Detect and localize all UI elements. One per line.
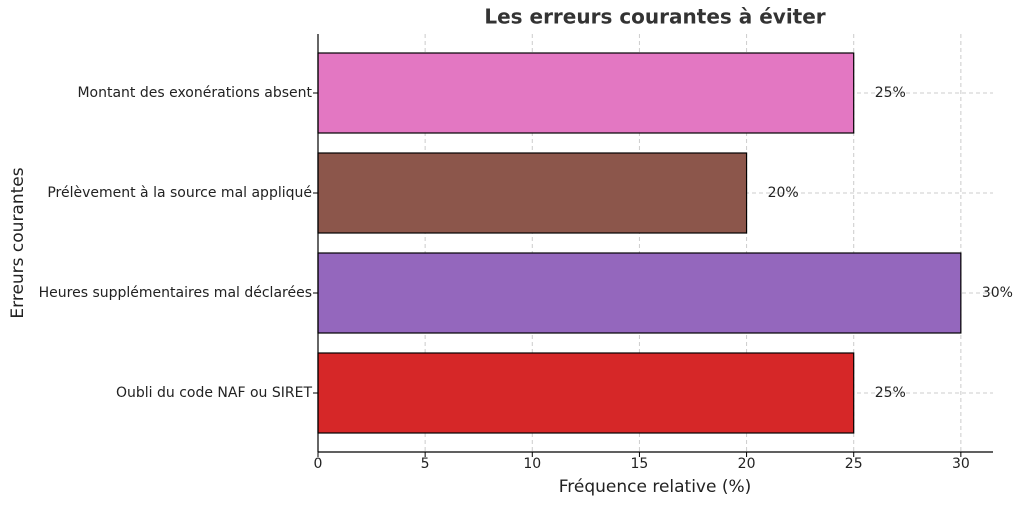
y-tick-label: Heures supplémentaires mal déclarées [39, 285, 312, 301]
x-tick-label: 30 [952, 456, 970, 472]
x-axis-label: Fréquence relative (%) [559, 477, 752, 497]
y-tick-label: Prélèvement à la source mal appliqué [47, 185, 312, 201]
y-tick-label: Oubli du code NAF ou SIRET [116, 385, 312, 401]
chart-title: Les erreurs courantes à éviter [484, 5, 825, 29]
bar [317, 152, 748, 234]
x-tick-label: 15 [631, 456, 649, 472]
x-tick-label: 25 [845, 456, 863, 472]
x-tick-label: 20 [738, 456, 756, 472]
value-label: 25% [875, 85, 906, 101]
x-tick-label: 0 [314, 456, 323, 472]
bar [317, 52, 855, 134]
bar [317, 252, 962, 334]
y-axis-label: Erreurs courantes [8, 167, 28, 318]
x-tick-label: 10 [523, 456, 541, 472]
y-tick-label: Montant des exonérations absent [77, 85, 312, 101]
value-label: 25% [875, 385, 906, 401]
value-label: 20% [768, 185, 799, 201]
bar [317, 352, 855, 434]
value-label: 30% [982, 285, 1013, 301]
x-tick-label: 5 [421, 456, 430, 472]
